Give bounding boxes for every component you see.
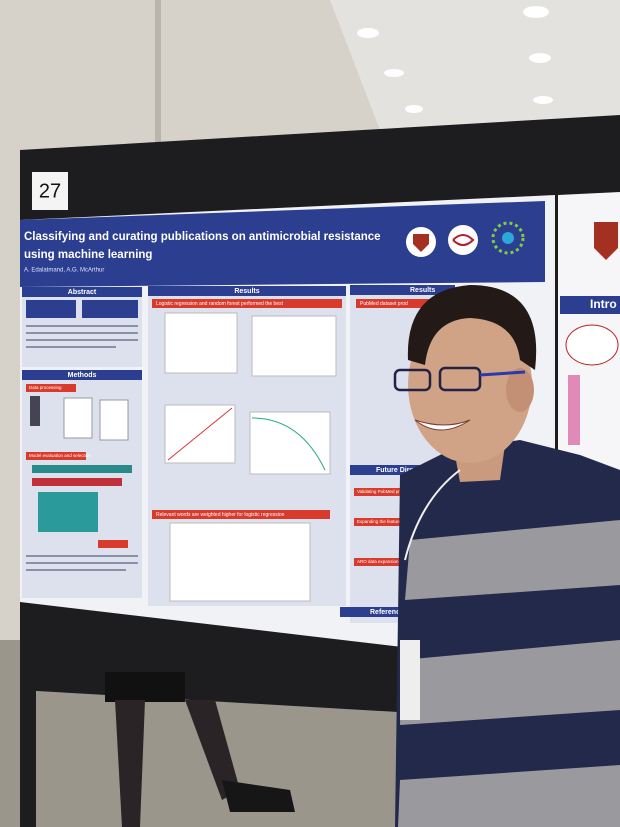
diagram-bar <box>32 465 132 473</box>
section-title: Abstract <box>68 289 97 296</box>
icon-doc <box>99 399 129 441</box>
diagram-grid <box>38 492 98 532</box>
text-line <box>26 562 138 564</box>
board-leg <box>20 690 36 827</box>
diagram-box <box>98 540 128 548</box>
section-header <box>22 287 142 297</box>
plot <box>164 312 238 374</box>
icon-db <box>30 396 40 426</box>
subheader <box>354 558 424 566</box>
ceiling <box>330 0 620 140</box>
subheader-text: Expanding the feature space <box>357 519 415 524</box>
plot-line <box>251 417 326 471</box>
diagram-pilus <box>568 375 580 445</box>
poster-title: Classifying and curating publications on… <box>24 231 381 243</box>
glasses-lens <box>438 366 482 392</box>
logo-dna <box>452 234 475 246</box>
subheader <box>26 384 76 392</box>
section-title: Intro <box>590 297 617 311</box>
subheader-text: Data processing <box>29 385 62 390</box>
subheader <box>356 299 451 308</box>
subheader <box>152 510 330 519</box>
abstract-box <box>82 300 138 318</box>
text-line <box>26 325 138 327</box>
light <box>533 96 553 104</box>
light <box>405 105 423 113</box>
person-skirt <box>105 672 185 702</box>
section-header <box>148 286 346 296</box>
text-line <box>26 569 126 571</box>
subheader-text: ARO data expansion <box>357 559 399 564</box>
logo <box>491 221 525 255</box>
face <box>408 307 532 463</box>
subheader-text: Model evaluation and selection <box>29 453 91 458</box>
section-header <box>560 296 620 314</box>
icon-doc <box>63 397 93 439</box>
section-title: Future Directions <box>376 467 434 474</box>
badge <box>400 640 420 720</box>
text-line <box>26 332 138 334</box>
number-card <box>32 172 68 210</box>
board-number: 27 <box>39 180 61 202</box>
leg <box>185 700 240 800</box>
subheader <box>26 452 86 460</box>
logo-crest <box>413 234 429 252</box>
ear <box>506 368 534 412</box>
hair <box>407 285 537 370</box>
abstract-box <box>26 300 76 318</box>
logo <box>448 225 478 255</box>
section-header <box>350 465 455 475</box>
text-line <box>26 555 138 557</box>
boot <box>222 780 295 812</box>
subheader <box>152 299 342 308</box>
section-title: Methods <box>68 372 97 379</box>
poster-header <box>20 201 545 287</box>
plot-line <box>167 407 233 461</box>
light <box>384 69 404 77</box>
plot <box>169 522 311 602</box>
subheader-text: PubMed dataset prod <box>360 301 408 307</box>
diagram <box>565 324 619 366</box>
text-line <box>26 339 138 341</box>
poster-title: using machine learning <box>24 249 152 261</box>
text-line <box>26 346 116 348</box>
light <box>529 53 551 63</box>
glasses-lens <box>393 368 432 392</box>
section-title: References <box>370 609 408 616</box>
diagram-bar <box>32 478 122 486</box>
subheader-text: Logistic regression and random forest pe… <box>156 301 284 307</box>
section-title: Results <box>410 287 435 294</box>
subheader-text: Validating PubMed predictions <box>357 489 418 494</box>
section-title: Results <box>234 288 259 295</box>
glasses-arm <box>479 370 526 377</box>
plot <box>251 315 337 377</box>
smile <box>414 419 471 431</box>
stripe <box>405 520 620 600</box>
section-header <box>350 285 455 295</box>
light <box>357 28 379 38</box>
plot <box>249 411 331 475</box>
poster-authors: A. Edalatmand, A.G. McArthur <box>24 268 104 274</box>
section-header <box>340 607 450 617</box>
lanyard <box>404 469 461 561</box>
light <box>523 6 549 18</box>
side-logo <box>594 222 618 260</box>
pillar-edge <box>155 0 161 145</box>
leg <box>115 700 145 827</box>
stripe <box>398 765 620 827</box>
stripe <box>400 640 620 725</box>
subheader-text: Relevant words are weighted higher for l… <box>156 512 285 518</box>
logo-core <box>502 232 514 244</box>
section-header <box>22 370 142 380</box>
